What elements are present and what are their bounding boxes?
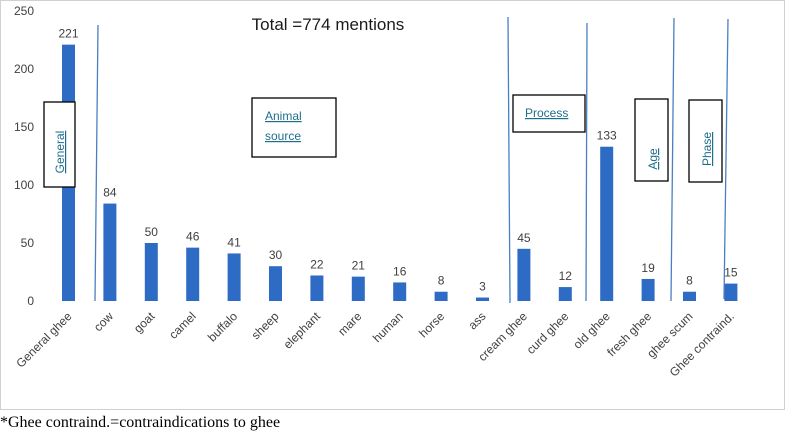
data-label: 16 bbox=[393, 264, 407, 278]
data-label: 22 bbox=[310, 257, 324, 271]
data-label: 8 bbox=[438, 274, 445, 288]
x-tick-label: elephant bbox=[281, 309, 324, 352]
bar bbox=[103, 203, 117, 301]
y-tick-label: 50 bbox=[21, 236, 35, 250]
divider-phase-contraind bbox=[723, 18, 729, 300]
animal-source-label-line1: Animal bbox=[265, 109, 302, 123]
x-tick-label: cow bbox=[91, 309, 116, 334]
divider-general-animal bbox=[94, 24, 99, 302]
bar bbox=[393, 282, 407, 301]
x-tick-label: old ghee bbox=[570, 309, 613, 352]
animal-source-label-line2: source bbox=[265, 129, 301, 143]
x-tick-label: horse bbox=[416, 309, 447, 340]
y-tick-label: 100 bbox=[14, 178, 34, 192]
phase-box bbox=[688, 99, 723, 183]
chart-title: Total =774 mentions bbox=[252, 15, 405, 34]
bar bbox=[476, 297, 489, 301]
y-tick-label: 0 bbox=[27, 294, 34, 308]
y-tick-label: 250 bbox=[14, 4, 34, 18]
age-label: Age bbox=[646, 148, 660, 170]
y-axis: 0 50 100 150 200 250 bbox=[14, 4, 34, 308]
data-label: 50 bbox=[145, 225, 159, 239]
phase-label: Phase bbox=[700, 132, 714, 166]
data-label: 12 bbox=[559, 269, 573, 283]
x-tick-label: ass bbox=[466, 309, 489, 332]
data-labels: 221 84 50 46 41 30 22 21 16 8 3 45 12 133 19 8 15 bbox=[58, 27, 737, 294]
general-label: General bbox=[53, 131, 67, 174]
bar bbox=[310, 275, 324, 301]
divider-age-phase bbox=[670, 17, 675, 302]
data-label: 221 bbox=[58, 27, 78, 41]
bar bbox=[351, 276, 365, 301]
bar bbox=[683, 291, 696, 301]
x-tick-label: goat bbox=[131, 309, 158, 336]
data-label: 21 bbox=[352, 259, 366, 273]
bar bbox=[434, 291, 448, 301]
y-tick-label: 150 bbox=[14, 120, 34, 134]
process-box bbox=[512, 94, 586, 133]
data-label: 45 bbox=[517, 231, 531, 245]
data-label: 3 bbox=[479, 280, 486, 294]
data-label: 19 bbox=[641, 261, 655, 275]
x-tick-label: General ghee bbox=[13, 309, 75, 371]
bars bbox=[62, 44, 738, 301]
y-tick-label: 200 bbox=[14, 62, 34, 76]
x-tick-label: human bbox=[370, 309, 406, 345]
bar-chart: 0 50 100 150 200 250 221 84 50 46 41 30 22 21 16 8 3 45 1… bbox=[13, 4, 738, 380]
bar bbox=[600, 146, 614, 301]
section-boxes: General Animal source Process Age Phase bbox=[43, 94, 723, 188]
divider-animal-process bbox=[507, 16, 511, 304]
data-label: 133 bbox=[597, 129, 617, 143]
data-label: 84 bbox=[103, 186, 117, 200]
bar bbox=[269, 266, 282, 301]
bar bbox=[144, 243, 158, 301]
x-tick-label: camel bbox=[166, 309, 199, 342]
x-tick-label: mare bbox=[335, 309, 364, 338]
process-label: Process bbox=[525, 106, 568, 120]
chart-frame: 0 50 100 150 200 250 221 84 50 46 41 30 22 21 16 8 3 45 1… bbox=[0, 0, 785, 410]
bar bbox=[186, 247, 200, 301]
divider-process-age bbox=[585, 22, 588, 302]
data-label: 46 bbox=[186, 230, 200, 244]
bar bbox=[517, 248, 531, 301]
section-dividers bbox=[94, 16, 729, 304]
data-label: 41 bbox=[227, 235, 241, 249]
bar bbox=[641, 278, 655, 301]
bar bbox=[558, 287, 572, 301]
bar bbox=[724, 283, 738, 301]
animal-source-box bbox=[251, 97, 337, 158]
general-box bbox=[43, 101, 76, 188]
data-label: 8 bbox=[686, 274, 693, 288]
footnote: *Ghee contraind.=contraindications to gh… bbox=[0, 414, 281, 431]
x-tick-label: curd ghee bbox=[524, 309, 572, 357]
data-label: 30 bbox=[269, 248, 283, 262]
x-axis-labels: General ghee cow goat camel buffalo sheepelep… bbox=[13, 309, 737, 380]
x-tick-label: sheep bbox=[249, 309, 282, 342]
age-box bbox=[634, 98, 669, 182]
bar bbox=[227, 253, 241, 301]
data-label: 15 bbox=[724, 266, 738, 280]
x-tick-label: buffalo bbox=[205, 309, 240, 344]
